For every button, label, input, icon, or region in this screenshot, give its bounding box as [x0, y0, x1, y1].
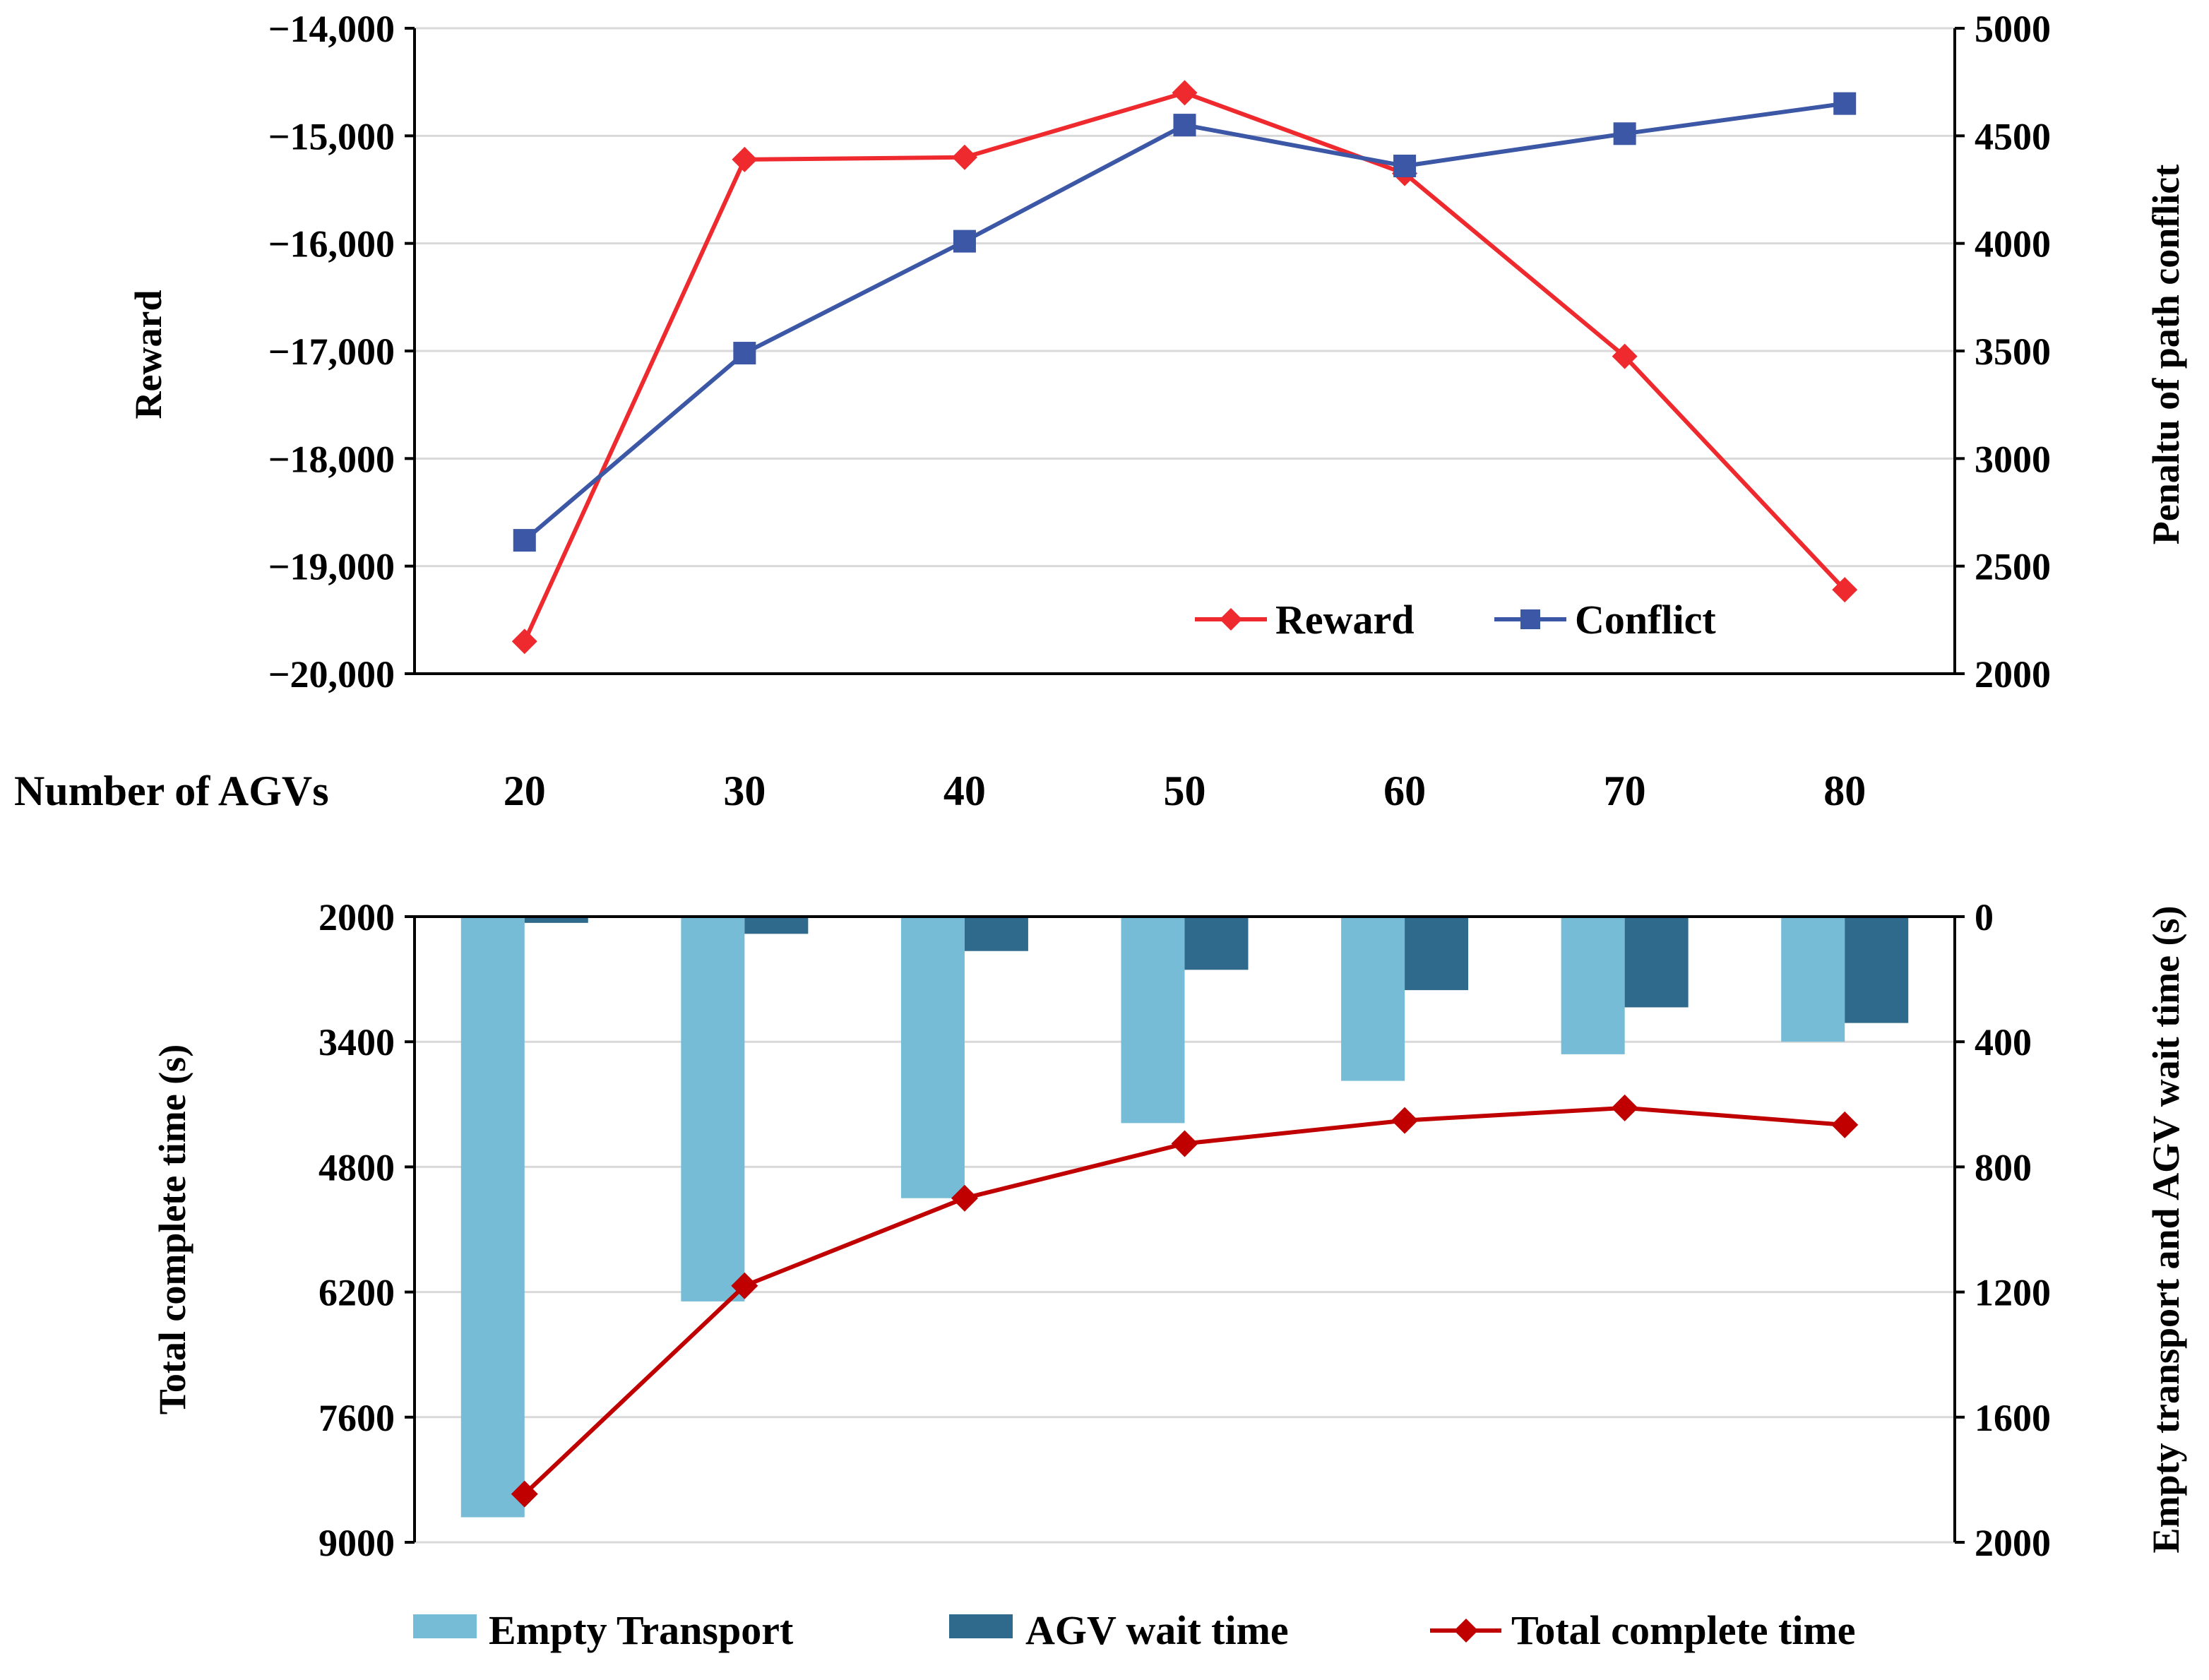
- bottom-left-tick-label: 7600: [318, 1397, 395, 1439]
- top-left-tick-label: −19,000: [268, 546, 395, 588]
- legend-marker-total-complete: [1454, 1619, 1478, 1643]
- bottom-right-tick-label: 400: [1975, 1021, 2032, 1064]
- bottom-left-tick-label: 4800: [318, 1146, 395, 1188]
- bar-agv-wait: [524, 917, 588, 923]
- top-legend: Reward Conflict: [1195, 597, 1716, 643]
- bottom-legend: Empty Transport AGV wait time Total comp…: [413, 1607, 1856, 1653]
- point-conflict: [1173, 114, 1196, 137]
- x-category-labels: 20 30 40 50 60 70 80: [504, 768, 1866, 814]
- point-conflict: [733, 342, 756, 365]
- top-right-tick-label: 2500: [1975, 546, 2051, 588]
- bar-agv-wait: [1624, 917, 1689, 1008]
- top-right-axis-title: Penaltu of path conflict: [2145, 165, 2187, 544]
- bottom-right-ticks: 0 400 800 1200 1600 2000: [1955, 896, 2051, 1564]
- top-left-tick-label: −20,000: [268, 653, 395, 696]
- point-total-complete: [731, 1272, 758, 1299]
- point-conflict: [1833, 92, 1857, 115]
- top-left-axis-title: Reward: [127, 290, 169, 419]
- bottom-left-tick-label: 2000: [318, 896, 395, 939]
- bottom-right-axis-title: Empty transport and AGV wait time (s): [2145, 906, 2187, 1554]
- bar-agv-wait: [1845, 917, 1909, 1023]
- legend-marker-reward: [1220, 608, 1242, 631]
- bar-empty-transport: [1341, 917, 1405, 1081]
- bar-agv-wait: [744, 917, 809, 934]
- top-gridlines: [415, 27, 1955, 568]
- top-chart: −14,000 −15,000 −16,000 −17,000 −18,000 −19,0…: [127, 8, 2187, 696]
- top-left-tick-label: −17,000: [268, 330, 395, 373]
- legend-swatch-agv-wait: [949, 1614, 1013, 1638]
- bar-empty-transport: [681, 917, 745, 1301]
- series-line-conflict: [523, 101, 1845, 542]
- bottom-left-tick-label: 3400: [318, 1021, 395, 1064]
- bar-empty-transport: [900, 917, 965, 1198]
- x-category-label: 20: [504, 768, 546, 814]
- point-conflict: [513, 529, 536, 552]
- point-reward: [732, 146, 758, 172]
- legend-swatch-empty-transport: [413, 1614, 477, 1638]
- point-reward: [1612, 343, 1638, 369]
- point-conflict: [1393, 154, 1417, 177]
- top-right-tick-label: 4500: [1975, 115, 2051, 157]
- x-category-label: 80: [1823, 768, 1866, 814]
- point-total-complete: [951, 1184, 978, 1212]
- legend-label-total-complete: Total complete time: [1511, 1607, 1856, 1653]
- bottom-right-tick-label: 0: [1975, 896, 1994, 939]
- point-total-complete: [1611, 1094, 1638, 1121]
- bar-empty-transport: [1781, 917, 1845, 1042]
- point-conflict: [953, 230, 976, 253]
- top-right-tick-label: 3500: [1975, 330, 2051, 373]
- point-total-complete: [1391, 1107, 1419, 1134]
- top-right-tick-label: 4000: [1975, 223, 2051, 266]
- legend-label-empty-transport: Empty Transport: [489, 1607, 794, 1653]
- bottom-chart: 2000 3400 4800 6200 7600 9000 0 400 800 1200 1600…: [151, 896, 2187, 1653]
- bottom-left-tick-label: 6200: [318, 1272, 395, 1314]
- x-axis-title: Number of AGVs: [14, 768, 329, 814]
- top-left-tick-label: −14,000: [268, 8, 395, 50]
- x-category-label: 50: [1164, 768, 1206, 814]
- top-left-tick-label: −18,000: [268, 438, 395, 480]
- top-right-tick-label: 5000: [1975, 8, 2051, 50]
- legend-marker-conflict: [1520, 609, 1540, 629]
- point-total-complete: [1831, 1111, 1859, 1138]
- bar-agv-wait: [964, 917, 1028, 951]
- top-left-tick-label: −16,000: [268, 223, 395, 266]
- bar-agv-wait: [1184, 917, 1249, 970]
- x-category-label: 60: [1383, 768, 1426, 814]
- bottom-bars: [460, 917, 1909, 1518]
- point-reward: [1172, 80, 1198, 106]
- series-line-reward: [523, 90, 1847, 643]
- x-category-label: 30: [723, 768, 766, 814]
- legend-label-reward: Reward: [1275, 597, 1415, 643]
- legend-label-agv-wait: AGV wait time: [1025, 1607, 1289, 1653]
- bottom-left-axis-title: Total complete time (s): [151, 1044, 193, 1414]
- shared-x-axis: Number of AGVs 20 30 40 50 60 70 80: [14, 768, 1866, 814]
- top-left-ticks: −14,000 −15,000 −16,000 −17,000 −18,000 −19,0…: [268, 8, 415, 696]
- point-reward: [511, 628, 537, 655]
- top-series: [511, 80, 1858, 655]
- point-reward: [1832, 577, 1858, 603]
- point-reward: [951, 144, 977, 170]
- point-total-complete: [1171, 1130, 1198, 1157]
- legend-label-conflict: Conflict: [1575, 597, 1716, 643]
- bottom-right-tick-label: 2000: [1975, 1522, 2051, 1564]
- x-category-label: 70: [1604, 768, 1646, 814]
- bottom-total-line: [511, 1094, 1859, 1508]
- bar-empty-transport: [1121, 917, 1185, 1124]
- point-conflict: [1613, 122, 1636, 145]
- top-right-ticks: 5000 4500 4000 3500 3000 2500 2000: [1955, 8, 2051, 696]
- bar-agv-wait: [1405, 917, 1469, 991]
- bar-empty-transport: [1561, 917, 1625, 1054]
- top-right-tick-label: 2000: [1975, 653, 2051, 696]
- top-right-tick-label: 3000: [1975, 438, 2051, 480]
- bottom-right-tick-label: 1600: [1975, 1397, 2051, 1439]
- point-total-complete: [511, 1480, 538, 1508]
- bottom-right-tick-label: 800: [1975, 1146, 2032, 1188]
- bottom-right-tick-label: 1200: [1975, 1272, 2051, 1314]
- x-category-label: 40: [943, 768, 986, 814]
- bottom-left-tick-label: 9000: [318, 1522, 395, 1564]
- bottom-left-ticks: 2000 3400 4800 6200 7600 9000: [318, 896, 415, 1564]
- top-left-tick-label: −15,000: [268, 115, 395, 157]
- bar-empty-transport: [460, 917, 525, 1518]
